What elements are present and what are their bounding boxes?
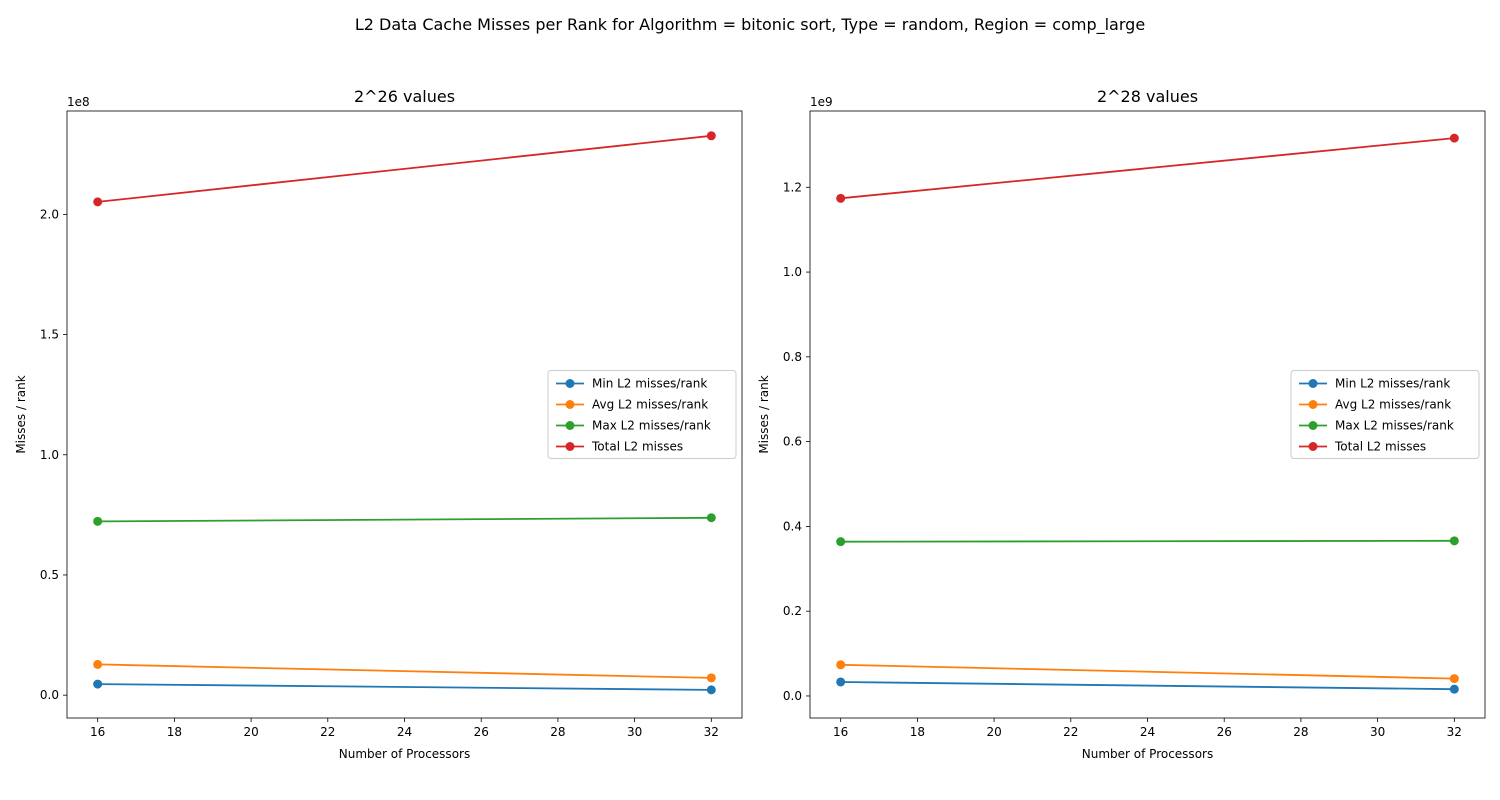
legend-label: Avg L2 misses/rank [1335,398,1451,412]
x-tick-label: 20 [986,725,1001,739]
legend-label: Max L2 misses/rank [1335,419,1454,433]
legend: Min L2 misses/rank Avg L2 misses/rank Max … [1290,370,1480,459]
series-line [840,681,1455,691]
x-tick-label: 28 [1293,725,1308,739]
legend-label: Min L2 misses/rank [1335,377,1450,391]
data-point [706,513,716,523]
x-tick-label: 16 [90,725,105,739]
y-tick-label: 0.5 [40,568,59,582]
legend-label: Min L2 misses/rank [592,377,707,391]
legend-marker [1308,421,1318,430]
legend-marker [1308,442,1318,451]
x-tick-label: 18 [167,725,182,739]
data-point [836,677,846,687]
y-tick-label: 2.0 [40,207,59,221]
x-tick-label: 26 [1217,725,1232,739]
series-line [97,663,712,679]
series-line [840,539,1455,543]
data-point [93,659,103,669]
data-point [1449,536,1459,546]
x-tick-label: 24 [397,725,412,739]
legend: Min L2 misses/rank Avg L2 misses/rank Max … [547,370,737,459]
chart-title: 2^26 values [354,87,455,106]
chart-panel-2: 2^28 values 16 18 20 22 24 26 28 30 32 0.0 0.2 0.4 0.… [757,87,1486,761]
x-axis-label: Number of Processors [339,747,470,761]
legend-label: Avg L2 misses/rank [592,398,708,412]
series-line [97,683,712,691]
chart-panel-1: 2^26 values 16 18 20 22 24 26 28 30 32 0.0 0.5 1.0 1.… [14,87,743,761]
x-tick-label: 16 [833,725,848,739]
legend-label: Total L2 misses [591,440,683,454]
data-point [706,685,716,695]
series-line [840,137,1455,200]
x-tick-label: 26 [474,725,489,739]
data-point [93,679,103,689]
y-offset-text: 1e8 [67,95,90,109]
legend-marker [565,421,575,430]
x-tick-label: 22 [1063,725,1078,739]
y-tick-label: 0.2 [783,604,802,618]
legend-marker [565,442,575,451]
data-point [1449,674,1459,684]
x-tick-label: 22 [320,725,335,739]
legend-box [1290,370,1480,459]
y-tick-label: 0.6 [783,435,802,449]
y-tick-label: 1.5 [40,328,59,342]
data-point [706,673,716,683]
series-line [840,663,1455,680]
x-tick-label: 24 [1140,725,1155,739]
data-point [836,193,846,203]
x-tick-label: 30 [627,725,642,739]
y-tick-label: 1.0 [40,448,59,462]
data-point [836,537,846,547]
y-axis-label: Misses / rank [757,375,771,453]
x-tick-label: 18 [910,725,925,739]
y-offset-text: 1e9 [810,95,833,109]
x-axis-label: Number of Processors [1082,747,1213,761]
data-point [836,660,846,670]
legend-box [547,370,737,459]
data-point [706,131,716,141]
x-tick-label: 30 [1370,725,1385,739]
legend-marker [565,400,575,409]
legend-marker [1308,379,1318,388]
y-axis-label: Misses / rank [14,375,28,453]
y-tick-label: 1.0 [783,265,802,279]
data-point [1449,684,1459,694]
x-tick-label: 32 [1447,725,1462,739]
legend-label: Max L2 misses/rank [592,419,711,433]
series-line [97,516,712,523]
legend-marker [1308,400,1318,409]
y-tick-label: 0.4 [783,519,802,533]
data-point [93,197,103,207]
y-tick-label: 0.0 [783,689,802,703]
data-point [1449,133,1459,143]
y-tick-label: 0.0 [40,688,59,702]
data-point [93,516,103,526]
y-tick-label: 1.2 [783,180,802,194]
legend-marker [565,379,575,388]
legend-label: Total L2 misses [1334,440,1426,454]
figure-suptitle: L2 Data Cache Misses per Rank for Algori… [355,15,1145,35]
x-tick-label: 28 [550,725,565,739]
series-line [97,134,712,203]
x-tick-label: 20 [243,725,258,739]
x-tick-label: 32 [704,725,719,739]
y-tick-label: 0.8 [783,350,802,364]
chart-title: 2^28 values [1097,87,1198,106]
